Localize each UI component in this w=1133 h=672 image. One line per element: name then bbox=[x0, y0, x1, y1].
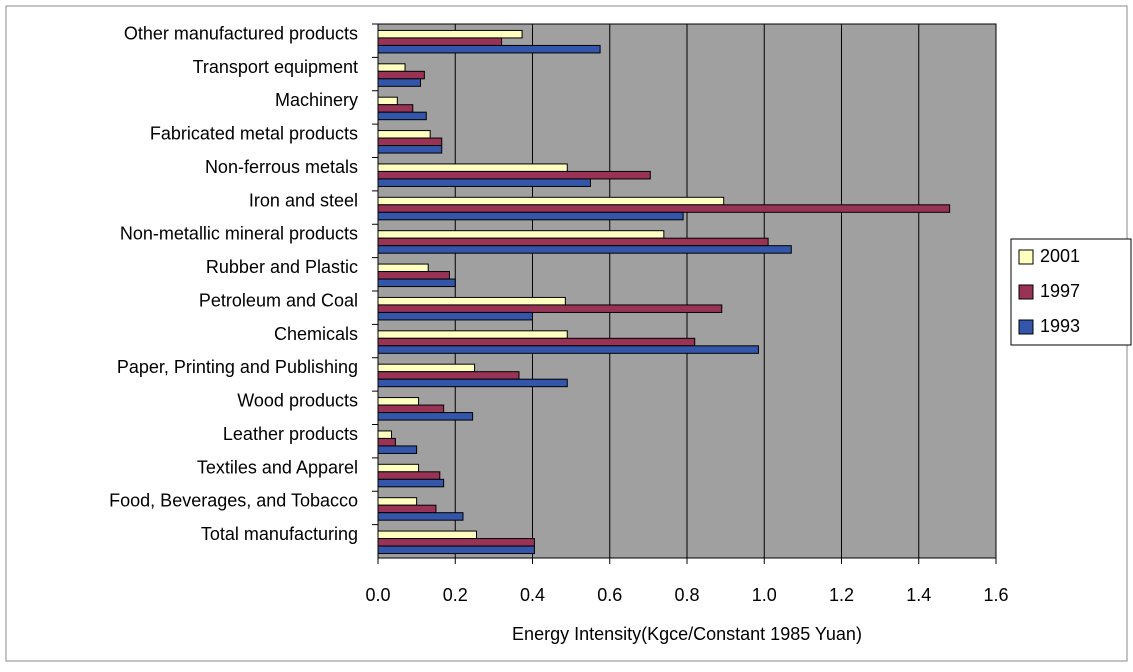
bar bbox=[377, 478, 445, 488]
x-tick-label: 1.4 bbox=[906, 585, 931, 605]
y-tick-label: Chemicals bbox=[274, 324, 358, 344]
bar bbox=[377, 245, 792, 254]
y-tick-label: Textiles and Apparel bbox=[197, 457, 358, 477]
bar bbox=[377, 504, 437, 514]
bar bbox=[377, 204, 951, 213]
bar bbox=[377, 278, 456, 288]
y-tick-label: Rubber and Plastic bbox=[206, 257, 358, 277]
bar bbox=[377, 137, 443, 147]
x-axis-title: Energy Intensity(Kgce/Constant 1985 Yuan… bbox=[512, 624, 862, 644]
legend-swatch bbox=[1018, 284, 1034, 300]
bar bbox=[377, 397, 420, 406]
y-tick-label: Leather products bbox=[223, 424, 358, 444]
bar bbox=[377, 371, 520, 380]
bar bbox=[377, 512, 464, 521]
bar bbox=[377, 104, 414, 113]
bar bbox=[377, 471, 441, 480]
bar bbox=[377, 163, 568, 172]
x-tick-label: 1.6 bbox=[983, 585, 1008, 605]
bar bbox=[377, 237, 769, 247]
bar bbox=[377, 538, 535, 547]
bar bbox=[377, 96, 398, 106]
bar bbox=[377, 363, 476, 373]
bar bbox=[377, 44, 601, 54]
bar bbox=[377, 437, 396, 447]
bar bbox=[377, 463, 420, 473]
y-tick-label: Other manufactured products bbox=[124, 23, 358, 43]
bar bbox=[377, 412, 474, 421]
bar bbox=[377, 37, 503, 46]
legend-swatch bbox=[1018, 249, 1034, 265]
y-tick-label: Paper, Printing and Publishing bbox=[117, 357, 358, 377]
bar bbox=[377, 337, 696, 347]
y-tick-label: Transport equipment bbox=[193, 57, 358, 77]
bar bbox=[377, 345, 759, 354]
bar bbox=[377, 530, 477, 540]
bar bbox=[377, 211, 684, 221]
bar bbox=[377, 304, 723, 313]
bar bbox=[377, 330, 568, 339]
legend-label: 1997 bbox=[1040, 281, 1080, 301]
x-tick-label: 0.2 bbox=[443, 585, 468, 605]
bar bbox=[377, 263, 429, 273]
x-tick-label: 0.8 bbox=[674, 585, 699, 605]
x-tick-label: 1.0 bbox=[752, 585, 777, 605]
bar bbox=[377, 145, 443, 154]
legend-label: 2001 bbox=[1040, 246, 1080, 266]
bar bbox=[377, 430, 393, 439]
bar bbox=[377, 378, 568, 388]
bar bbox=[377, 230, 665, 239]
legend-label: 1993 bbox=[1040, 316, 1080, 336]
bar bbox=[377, 63, 406, 72]
x-tick-label: 0.0 bbox=[365, 585, 390, 605]
bar bbox=[377, 545, 535, 555]
bar bbox=[377, 311, 533, 321]
bar bbox=[377, 404, 445, 414]
bar bbox=[377, 70, 425, 80]
bar bbox=[377, 445, 418, 454]
x-tick-label: 1.2 bbox=[829, 585, 854, 605]
bar bbox=[377, 271, 450, 280]
legend-swatch bbox=[1018, 319, 1034, 335]
bar bbox=[377, 497, 418, 506]
y-tick-label: Iron and steel bbox=[249, 190, 358, 210]
bar bbox=[377, 111, 427, 121]
bar bbox=[377, 178, 591, 187]
y-tick-label: Non-ferrous metals bbox=[205, 157, 358, 177]
y-tick-label: Wood products bbox=[237, 391, 358, 411]
bar bbox=[377, 170, 651, 180]
y-tick-label: Food, Beverages, and Tobacco bbox=[109, 491, 358, 511]
bar bbox=[377, 78, 421, 87]
y-tick-label: Total manufacturing bbox=[201, 524, 358, 544]
y-tick-label: Petroleum and Coal bbox=[199, 290, 358, 310]
x-tick-label: 0.4 bbox=[520, 585, 545, 605]
bar bbox=[377, 29, 523, 39]
y-tick-label: Non-metallic mineral products bbox=[120, 224, 358, 244]
bar bbox=[377, 196, 725, 206]
y-tick-label: Fabricated metal products bbox=[150, 124, 358, 144]
x-tick-label: 0.6 bbox=[597, 585, 622, 605]
y-tick-label: Machinery bbox=[275, 90, 358, 110]
bar bbox=[377, 130, 431, 139]
bar bbox=[377, 296, 566, 306]
